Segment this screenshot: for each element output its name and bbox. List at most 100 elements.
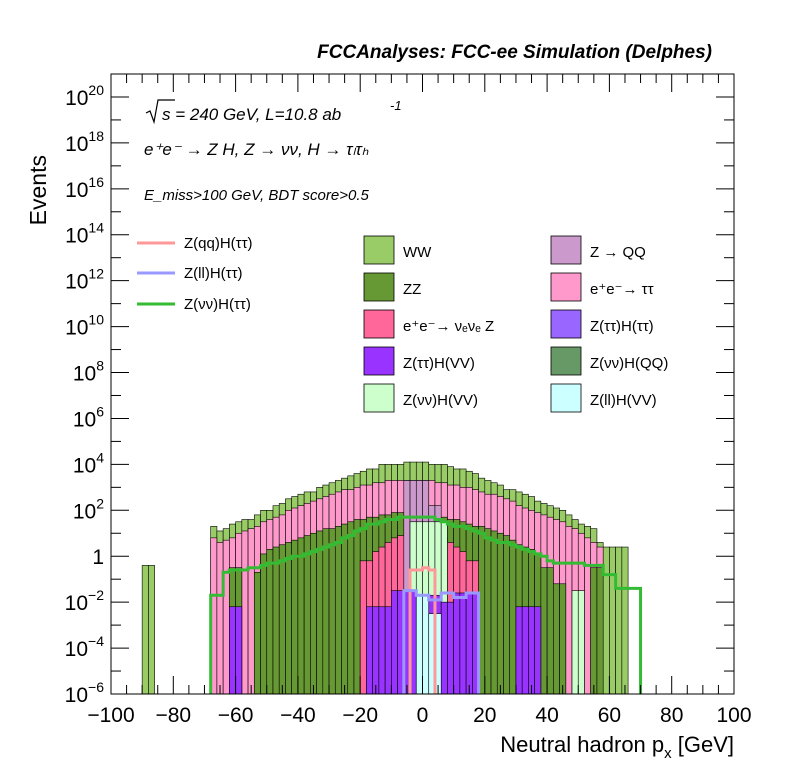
bar	[459, 592, 467, 694]
annotation-energy: s = 240 GeV, L=10.8 ab	[162, 105, 341, 124]
x-tick-label: 40	[535, 704, 558, 727]
bar	[297, 537, 305, 694]
bar	[422, 594, 430, 694]
bar	[235, 606, 243, 694]
y-tick-label: 1018	[65, 128, 104, 156]
x-tick-label: 100	[716, 704, 751, 727]
bar	[278, 544, 286, 694]
y-tick-label: 1014	[65, 220, 104, 248]
y-tick-label: 1012	[65, 266, 104, 294]
y-tick-label: 10−6	[65, 679, 105, 707]
x-tick-label: 60	[598, 704, 621, 727]
bar	[291, 539, 299, 694]
bar	[528, 606, 535, 694]
bar	[509, 539, 517, 694]
y-tick-label: 104	[73, 449, 104, 477]
axes	[110, 73, 735, 695]
bar	[359, 560, 367, 694]
bar	[347, 521, 355, 694]
bar	[484, 528, 492, 694]
chart-text: −100 −80 −60 −40 −20 0 20 40 60 80 100 1020 1018 1016…	[25, 82, 752, 762]
bar	[559, 583, 567, 694]
legend-swatch	[363, 346, 395, 376]
bar	[490, 530, 498, 694]
bar	[334, 526, 342, 694]
bar	[272, 546, 280, 694]
legend-label: e⁺e⁻→ ττ	[590, 281, 654, 298]
bar	[415, 594, 423, 694]
bar	[303, 535, 311, 694]
bar	[260, 553, 268, 694]
bar	[222, 539, 230, 694]
bar	[447, 601, 454, 694]
y-tick-label: 1016	[65, 174, 104, 202]
bar	[496, 532, 504, 694]
bar	[328, 528, 336, 694]
legend-label: Z → QQ	[590, 244, 646, 261]
bar	[596, 567, 604, 694]
bar	[341, 523, 349, 694]
signal-lines	[209, 515, 643, 694]
legend-label: Z(νν)H(VV)	[403, 392, 478, 409]
legend: Z(qq)H(ττ) Z(ll)H(ττ) Z(νν)H(ττ) WW Z → QQ ZZ…	[137, 235, 668, 413]
legend-line-label: Z(ll)H(ττ)	[184, 265, 243, 282]
legend-swatch	[550, 309, 582, 339]
bar	[615, 546, 623, 694]
bar	[266, 549, 274, 694]
bar	[621, 546, 629, 694]
bar	[353, 519, 361, 694]
stacked-bars	[141, 461, 629, 694]
legend-line-label: Z(qq)H(ττ)	[184, 235, 253, 252]
y-tick-label: 1010	[65, 312, 104, 340]
bar	[241, 530, 249, 694]
bar	[229, 606, 236, 694]
x-tick-label: 80	[660, 704, 683, 727]
bar	[253, 571, 261, 694]
bar	[316, 530, 324, 694]
bar	[247, 528, 255, 694]
bar	[546, 567, 554, 694]
x-tick-label: −60	[218, 704, 254, 727]
annotation-lumi-exp: -1	[390, 98, 402, 113]
bar	[571, 590, 579, 694]
x-tick-label: 0	[417, 704, 429, 727]
legend-label: Z(νν)H(QQ)	[590, 355, 668, 372]
annotation-cuts: E_miss>100 GeV, BDT score>0.5	[144, 187, 369, 204]
bar	[310, 532, 317, 694]
bar	[372, 606, 380, 694]
bar	[565, 526, 573, 694]
bar	[141, 565, 149, 694]
x-tick-label: −100	[87, 704, 134, 727]
y-tick-label: 102	[73, 495, 104, 523]
bar	[465, 592, 473, 694]
y-tick-label: 10−2	[65, 587, 105, 615]
bar	[453, 592, 461, 694]
y-tick-label: 1	[92, 546, 104, 569]
bar	[584, 537, 592, 694]
annotation-process: e⁺e⁻ → Z H, Z → νν, H → τₗτₕ	[144, 140, 369, 159]
bar	[590, 567, 598, 694]
bar	[515, 606, 523, 694]
bar	[285, 542, 292, 694]
bar	[609, 546, 616, 694]
line-series-1	[402, 589, 481, 694]
x-tick-label: −80	[155, 704, 191, 727]
bar	[503, 535, 511, 694]
bar	[440, 601, 448, 694]
bar	[391, 590, 398, 694]
legend-label: Z(ll)H(VV)	[590, 392, 657, 409]
bar	[521, 606, 529, 694]
legend-swatch	[363, 383, 395, 413]
legend-label: Z(ττ)H(ττ)	[590, 318, 654, 335]
legend-swatch	[363, 235, 395, 265]
legend-swatch	[550, 235, 582, 265]
legend-label: Z(ττ)H(VV)	[403, 355, 475, 372]
x-tick-label: −40	[280, 704, 316, 727]
y-axis-label: Events	[25, 155, 51, 225]
y-tick-label: 1020	[65, 82, 104, 110]
x-tick-label: −20	[342, 704, 378, 727]
bar	[534, 606, 542, 694]
y-tick-label: 108	[73, 358, 104, 386]
y-tick-label: 10−4	[65, 633, 105, 661]
